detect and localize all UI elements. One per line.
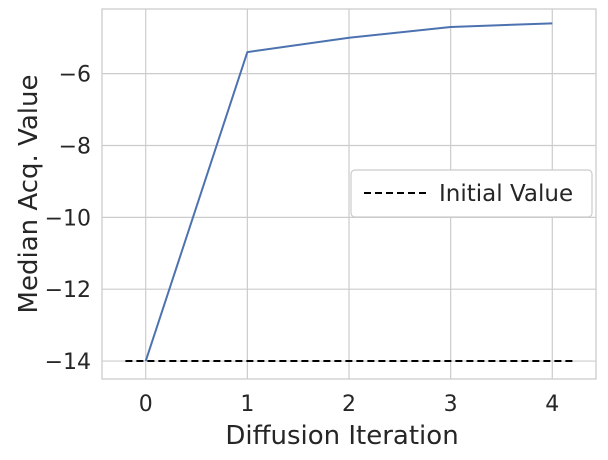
x-axis-title: Diffusion Iteration bbox=[225, 421, 458, 451]
x-tick-label: 0 bbox=[139, 392, 153, 417]
y-axis-title: Median Acq. Value bbox=[14, 75, 44, 314]
legend-label-initial-value: Initial Value bbox=[439, 181, 573, 207]
x-tick-label: 1 bbox=[240, 392, 254, 417]
y-tick-label: −6 bbox=[59, 63, 91, 88]
legend: Initial Value bbox=[350, 169, 593, 218]
plot-frame bbox=[101, 8, 597, 380]
series-layer bbox=[125, 22, 573, 363]
y-tick-label: −10 bbox=[45, 206, 91, 231]
y-tick-label: −12 bbox=[45, 278, 91, 303]
x-tick-label: 4 bbox=[545, 392, 559, 417]
series-line-median bbox=[144, 22, 553, 362]
x-tick-label: 2 bbox=[342, 392, 356, 417]
x-tick-label: 3 bbox=[444, 392, 458, 417]
y-tick-label: −14 bbox=[45, 350, 91, 375]
tick-labels: 0 1 2 3 4 −6 −8 −10 −12 −14 bbox=[45, 63, 560, 417]
legend-box bbox=[350, 169, 593, 218]
y-tick-label: −8 bbox=[59, 135, 91, 160]
